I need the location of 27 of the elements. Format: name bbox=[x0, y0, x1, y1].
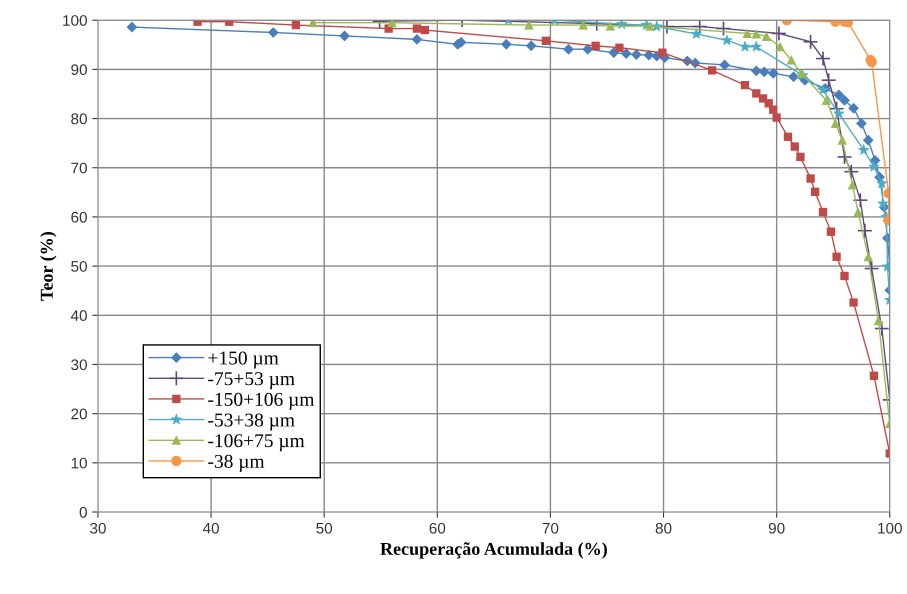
y-tick-label: 30 bbox=[71, 359, 87, 370]
x-tick-label: 60 bbox=[430, 522, 446, 534]
x-tick-label: 30 bbox=[90, 522, 106, 534]
x-tick-label: 40 bbox=[202, 522, 219, 534]
y-tick-label: 20 bbox=[71, 408, 87, 420]
y-tick-label: 90 bbox=[71, 64, 87, 76]
y-tick-label: 10 bbox=[72, 458, 87, 469]
y-tick-label: 100 bbox=[63, 15, 87, 26]
y-tick-label: 70 bbox=[71, 162, 87, 174]
legend-label: -106+75 µm bbox=[208, 434, 304, 452]
legend-label: -53+38 µm bbox=[208, 413, 295, 431]
x-tick-label: 90 bbox=[768, 522, 785, 534]
x-tick-label: 70 bbox=[542, 522, 558, 534]
x-tick-label: 100 bbox=[878, 522, 902, 534]
y-axis-title: Teor (%) bbox=[40, 232, 56, 301]
x-tick-label: 80 bbox=[656, 522, 672, 534]
legend-label: -75+53 µm bbox=[208, 372, 295, 390]
y-tick-label: 0 bbox=[80, 506, 87, 518]
legend-label: -38 µm bbox=[208, 454, 264, 472]
y-tick-label: 80 bbox=[71, 113, 87, 124]
y-tick-label: 50 bbox=[71, 260, 87, 272]
legend-label: -150+106 µm bbox=[208, 392, 314, 410]
y-tick-label: 60 bbox=[71, 212, 87, 223]
legend-label: +150 µm bbox=[208, 351, 278, 369]
y-tick-label: 40 bbox=[70, 310, 87, 321]
x-axis-title: Recuperação Acumulada (%) bbox=[380, 542, 607, 559]
x-tick-label: 50 bbox=[316, 522, 332, 534]
